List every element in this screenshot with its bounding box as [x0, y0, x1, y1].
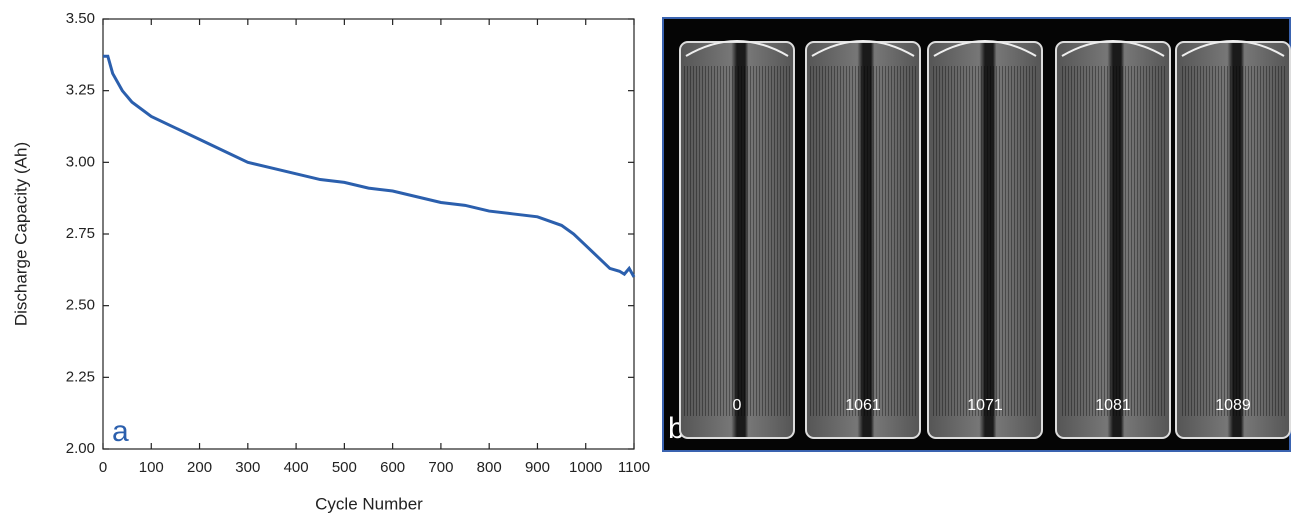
cell-label: 0	[733, 397, 742, 414]
x-tick-label: 800	[477, 459, 502, 476]
y-tick-label: 3.50	[66, 10, 95, 27]
panel-label: a	[112, 415, 129, 448]
cell-label: 1081	[1095, 397, 1131, 414]
x-tick-label: 300	[235, 459, 260, 476]
battery-winding	[810, 66, 916, 416]
x-tick-label: 700	[428, 459, 453, 476]
battery-cap	[1181, 40, 1285, 57]
y-tick-label: 2.00	[66, 440, 95, 457]
battery-winding	[932, 66, 1038, 416]
y-tick-label: 2.50	[66, 297, 95, 314]
y-tick-label: 3.25	[66, 82, 95, 99]
y-tick-label: 2.75	[66, 225, 95, 242]
battery-winding	[1060, 66, 1166, 416]
battery-cap	[933, 40, 1037, 57]
y-axis-title: Discharge Capacity (Ah)	[11, 142, 30, 326]
plot-frame	[102, 18, 635, 450]
cell-label: 1071	[967, 397, 1003, 414]
x-tick-label: 0	[99, 459, 107, 476]
x-tick-label: 1100	[618, 459, 650, 476]
battery-cap	[811, 40, 915, 57]
y-tick-label: 3.00	[66, 153, 95, 170]
x-tick-label: 500	[332, 459, 357, 476]
cell-label: 1061	[845, 397, 881, 414]
battery-winding	[684, 66, 790, 416]
y-tick-label: 2.25	[66, 368, 95, 385]
x-axis-title: Cycle Number	[315, 494, 423, 513]
x-tick-label: 100	[139, 459, 164, 476]
cell-label: 1089	[1215, 397, 1251, 414]
x-tick-label: 900	[525, 459, 550, 476]
battery-cap	[1061, 40, 1165, 57]
x-tick-label: 200	[187, 459, 212, 476]
x-tick-label: 400	[284, 459, 309, 476]
battery-winding	[1180, 66, 1286, 416]
x-tick-label: 600	[380, 459, 405, 476]
x-tick-label: 1000	[569, 459, 602, 476]
data-line	[103, 54, 636, 278]
battery-cap	[685, 40, 789, 57]
